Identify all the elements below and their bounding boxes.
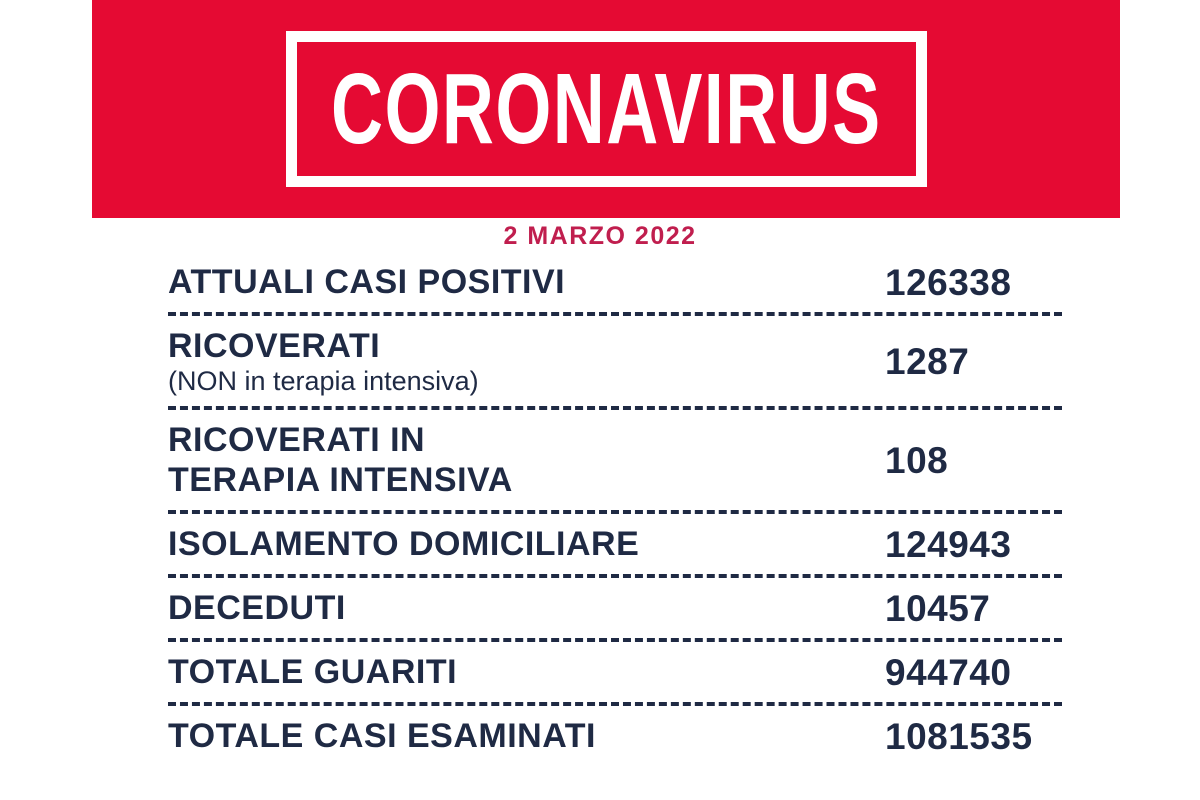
stat-row: DECEDUTI 10457 <box>168 578 1062 642</box>
stat-labels: RICOVERATI (NON in terapia intensiva) <box>168 326 885 396</box>
stat-sublabel: (NON in terapia intensiva) <box>168 366 479 396</box>
date-label: 2 MARZO 2022 <box>503 222 697 250</box>
stat-row: ATTUALI CASI POSITIVI 126338 <box>168 252 1062 316</box>
stats-table: ATTUALI CASI POSITIVI 126338 RICOVERATI … <box>168 252 1062 766</box>
stat-value: 944740 <box>885 651 1012 693</box>
stat-labels: TOTALE GUARITI <box>168 652 885 692</box>
stat-value: 126338 <box>885 261 1012 303</box>
stat-label: TOTALE GUARITI <box>168 653 458 691</box>
stat-labels: ATTUALI CASI POSITIVI <box>168 262 885 302</box>
banner: CORONAVIRUS <box>92 0 1120 218</box>
stat-label: RICOVERATI <box>168 327 381 365</box>
stat-row: RICOVERATI (NON in terapia intensiva) 12… <box>168 316 1062 410</box>
stat-row: RICOVERATI IN TERAPIA INTENSIVA 108 <box>168 410 1062 514</box>
stat-label: DECEDUTI <box>168 589 346 627</box>
stat-labels: RICOVERATI IN TERAPIA INTENSIVA <box>168 420 885 500</box>
stat-value: 108 <box>885 439 949 481</box>
banner-title: CORONAVIRUS <box>330 53 882 165</box>
stat-labels: DECEDUTI <box>168 588 885 628</box>
stat-label: RICOVERATI IN TERAPIA INTENSIVA <box>168 421 513 499</box>
stat-value: 10457 <box>885 587 991 629</box>
banner-frame: CORONAVIRUS <box>285 31 927 187</box>
stat-value: 1287 <box>885 340 970 382</box>
stat-row: TOTALE GUARITI 944740 <box>168 642 1062 706</box>
stat-value: 1081535 <box>885 715 1033 757</box>
stat-value: 124943 <box>885 523 1012 565</box>
stat-labels: ISOLAMENTO DOMICILIARE <box>168 524 885 564</box>
stat-label: ATTUALI CASI POSITIVI <box>168 263 566 301</box>
stat-label: ISOLAMENTO DOMICILIARE <box>168 525 640 563</box>
stat-label: TOTALE CASI ESAMINATI <box>168 717 596 755</box>
stat-row: ISOLAMENTO DOMICILIARE 124943 <box>168 514 1062 578</box>
stat-row: TOTALE CASI ESAMINATI 1081535 <box>168 706 1062 766</box>
stat-labels: TOTALE CASI ESAMINATI <box>168 716 885 756</box>
